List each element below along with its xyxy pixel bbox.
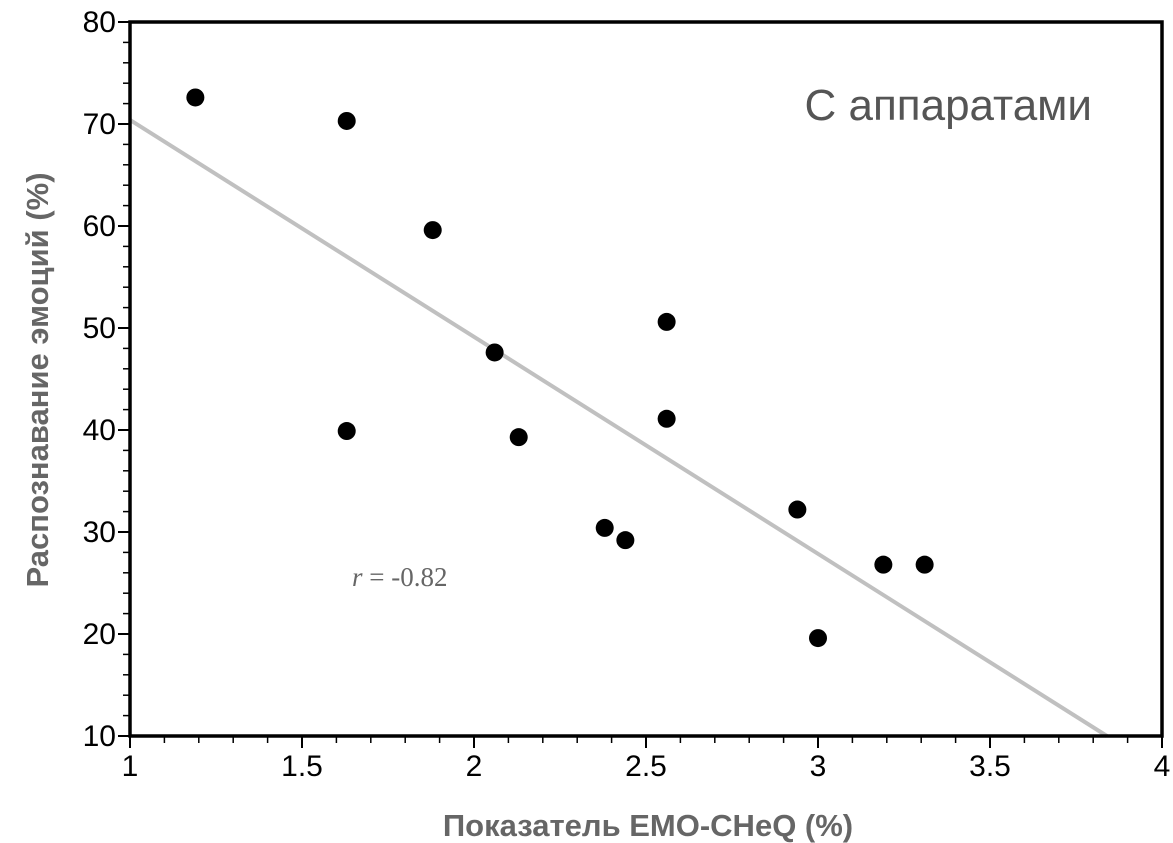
data-point-1 [186, 88, 205, 107]
x-tick-label: 2.5 [625, 750, 667, 783]
correlation-annotation: r = -0.82 [352, 562, 447, 592]
data-point-8 [616, 531, 635, 550]
y-tick-label: 10 [83, 720, 116, 753]
data-point-13 [874, 555, 893, 574]
data-point-10 [657, 409, 676, 428]
data-point-7 [595, 518, 614, 537]
trend-line [128, 118, 1109, 738]
data-point-5 [485, 343, 504, 362]
data-point-12 [809, 629, 827, 648]
data-point-14 [915, 555, 934, 574]
chart-title: С аппаратами [804, 81, 1092, 130]
y-tick-label: 80 [83, 6, 116, 39]
x-tick-label: 1 [122, 750, 139, 783]
x-tick-label: 3.5 [969, 750, 1011, 783]
x-tick-label: 1.5 [281, 750, 323, 783]
y-tick-label: 30 [83, 516, 116, 549]
y-tick-label: 20 [83, 618, 116, 651]
data-point-3 [423, 221, 442, 240]
data-point-6 [509, 428, 528, 447]
y-axis-title: Распознавание эмоций (%) [20, 172, 55, 587]
y-tick-label: 70 [83, 108, 116, 141]
x-tick-label: 4 [1154, 750, 1171, 783]
x-axis: 1 1.5 2 2.5 3 3.5 4 [122, 736, 1171, 783]
data-point-9 [657, 312, 676, 331]
data-point-11 [788, 500, 807, 519]
y-tick-label: 40 [83, 414, 116, 447]
x-tick-label: 3 [810, 750, 827, 783]
data-points [186, 88, 934, 648]
y-axis: 10 20 30 40 50 60 70 80 [83, 6, 130, 753]
x-tick-label: 2 [466, 750, 483, 783]
y-tick-label: 60 [83, 210, 116, 243]
x-axis-title: Показатель EMO-CHeQ (%) [443, 808, 853, 843]
data-point-2 [337, 111, 356, 130]
y-tick-label: 50 [83, 312, 116, 345]
data-point-4 [337, 422, 356, 441]
